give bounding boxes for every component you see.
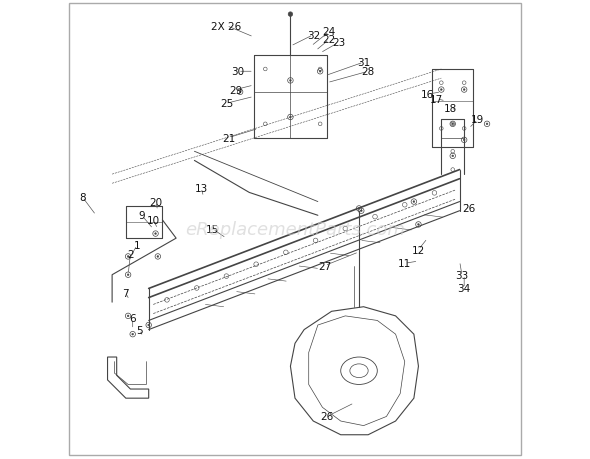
Circle shape bbox=[127, 315, 129, 317]
Circle shape bbox=[486, 123, 488, 125]
Circle shape bbox=[452, 123, 454, 125]
Text: 12: 12 bbox=[412, 245, 425, 255]
Circle shape bbox=[132, 334, 133, 336]
Text: 25: 25 bbox=[220, 99, 233, 109]
Text: 23: 23 bbox=[332, 39, 345, 48]
Text: 29: 29 bbox=[229, 85, 242, 95]
Text: 2X 26: 2X 26 bbox=[211, 22, 241, 32]
Circle shape bbox=[127, 274, 129, 276]
Circle shape bbox=[463, 140, 465, 141]
Text: 13: 13 bbox=[195, 184, 208, 193]
Circle shape bbox=[418, 224, 419, 226]
Text: 24: 24 bbox=[323, 28, 336, 37]
Circle shape bbox=[290, 117, 291, 118]
Text: 26: 26 bbox=[320, 412, 333, 421]
Circle shape bbox=[413, 201, 415, 203]
Circle shape bbox=[127, 256, 129, 258]
Text: 20: 20 bbox=[149, 197, 162, 207]
Text: 6: 6 bbox=[129, 313, 136, 324]
Text: 17: 17 bbox=[430, 95, 443, 105]
Text: 7: 7 bbox=[123, 288, 129, 298]
Circle shape bbox=[440, 90, 442, 91]
Circle shape bbox=[239, 92, 241, 94]
Text: 1: 1 bbox=[134, 241, 140, 251]
Text: 19: 19 bbox=[471, 115, 484, 125]
Text: 11: 11 bbox=[398, 259, 411, 269]
Circle shape bbox=[463, 90, 465, 91]
Text: 34: 34 bbox=[458, 284, 471, 294]
Text: 28: 28 bbox=[362, 67, 375, 77]
Text: 9: 9 bbox=[139, 211, 145, 221]
Text: 30: 30 bbox=[231, 67, 244, 77]
Text: 31: 31 bbox=[357, 58, 370, 68]
Circle shape bbox=[155, 233, 156, 235]
Circle shape bbox=[360, 210, 362, 212]
Text: 26: 26 bbox=[462, 204, 476, 214]
Text: 15: 15 bbox=[206, 224, 219, 235]
Circle shape bbox=[358, 208, 360, 210]
Text: 33: 33 bbox=[455, 270, 468, 280]
Circle shape bbox=[452, 156, 454, 157]
Circle shape bbox=[148, 325, 150, 326]
Text: 22: 22 bbox=[323, 35, 336, 45]
Text: eReplacementParts.com: eReplacementParts.com bbox=[185, 220, 405, 239]
Text: 10: 10 bbox=[147, 215, 160, 225]
Text: 16: 16 bbox=[421, 90, 434, 100]
Circle shape bbox=[319, 71, 321, 73]
Text: 5: 5 bbox=[136, 325, 143, 335]
Text: 32: 32 bbox=[307, 31, 320, 40]
Text: 8: 8 bbox=[79, 193, 86, 202]
Text: 21: 21 bbox=[222, 133, 235, 143]
Circle shape bbox=[288, 13, 293, 17]
Text: 2: 2 bbox=[127, 250, 134, 260]
Text: 18: 18 bbox=[444, 104, 457, 113]
Text: 27: 27 bbox=[318, 261, 332, 271]
Circle shape bbox=[157, 256, 159, 258]
Circle shape bbox=[290, 80, 291, 82]
